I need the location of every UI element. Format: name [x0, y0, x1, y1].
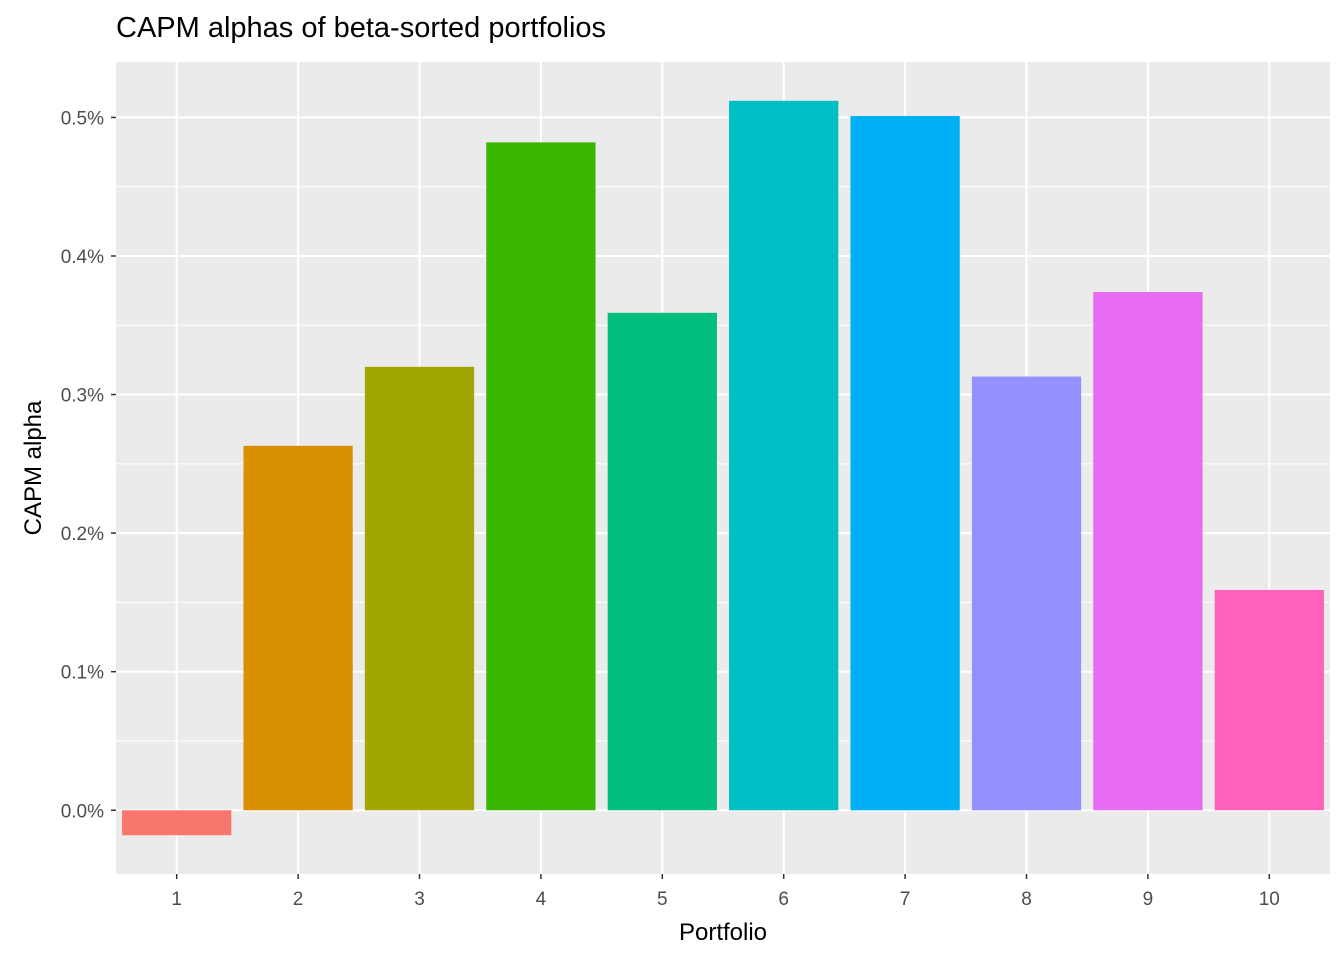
bar-portfolio-2	[243, 445, 353, 811]
y-tick-label: 0.3%	[61, 386, 104, 407]
x-tick-label: 9	[1143, 889, 1154, 910]
bar-portfolio-8	[971, 376, 1082, 811]
y-tick-label: 0.1%	[61, 663, 104, 684]
bar-portfolio-10	[1214, 589, 1324, 811]
chart-title: CAPM alphas of beta-sorted portfolios	[116, 12, 607, 44]
bars	[122, 100, 1324, 836]
bar-portfolio-4	[486, 142, 596, 811]
x-tick-label: 1	[171, 889, 182, 910]
y-tick-label: 0.5%	[61, 108, 104, 129]
y-axis: 0.0% 0.1% 0.2% 0.3% 0.4% 0.5%	[61, 108, 116, 822]
bar-portfolio-9	[1093, 292, 1203, 811]
bar-portfolio-7	[850, 116, 960, 811]
x-tick-label: 6	[778, 889, 789, 910]
x-tick-label: 3	[414, 889, 425, 910]
x-tick-label: 8	[1021, 889, 1032, 910]
x-tick-label: 4	[536, 889, 547, 910]
x-tick-label: 10	[1259, 889, 1280, 910]
y-tick-label: 0.0%	[61, 801, 104, 822]
bar-portfolio-1	[122, 810, 232, 836]
x-axis: 1 2 3 4 5 6 7 8 9 10	[171, 874, 1280, 910]
y-tick-label: 0.2%	[61, 524, 104, 545]
x-tick-label: 5	[657, 889, 668, 910]
bar-portfolio-5	[607, 312, 717, 811]
bar-portfolio-6	[729, 100, 839, 811]
x-tick-label: 2	[293, 889, 304, 910]
y-tick-label: 0.4%	[61, 247, 104, 268]
x-tick-label: 7	[900, 889, 911, 910]
y-axis-title: CAPM alpha	[20, 400, 47, 535]
bar-portfolio-3	[364, 366, 475, 811]
x-axis-title: Portfolio	[679, 919, 767, 946]
